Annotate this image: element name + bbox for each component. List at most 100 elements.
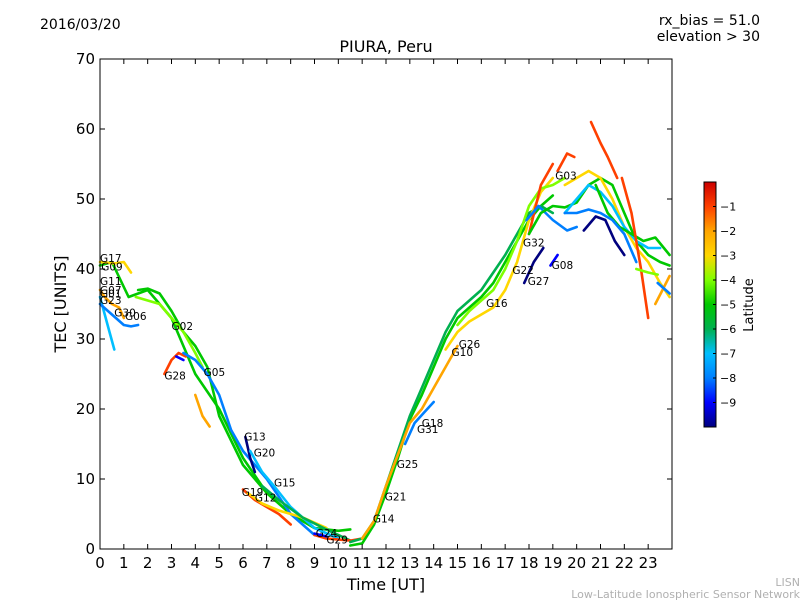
colorbar-tick-label: −1 <box>720 201 736 214</box>
satellite-label: G29 <box>326 534 348 546</box>
y-tick-label: 40 <box>76 260 95 278</box>
x-tick-label: 0 <box>95 554 105 572</box>
series-line-24 <box>527 162 555 236</box>
colorbar-tick-label: −4 <box>720 274 736 287</box>
series-line-35 <box>589 120 619 180</box>
satellite-label: G14 <box>373 513 395 525</box>
y-axis-label: TEC [UNITS] <box>51 256 70 354</box>
series-line-37 <box>653 274 671 306</box>
satellite-label: G27 <box>528 276 550 288</box>
x-tick-label: 10 <box>329 554 348 572</box>
satellite-label: G20 <box>254 448 276 460</box>
satellite-label: G01 <box>100 289 122 301</box>
series-line-11 <box>244 435 257 474</box>
satellite-label: G21 <box>385 492 407 504</box>
satellite-label: G25 <box>397 459 419 471</box>
x-tick-label: 5 <box>214 554 224 572</box>
series-line-12 <box>248 449 340 540</box>
satellite-label: G06 <box>125 311 147 323</box>
x-tick-label: 1 <box>119 554 129 572</box>
colorbar-tick-label: −2 <box>720 225 736 238</box>
x-tick-label: 7 <box>262 554 272 572</box>
x-tick-label: 15 <box>448 554 467 572</box>
x-tick-label: 23 <box>639 554 658 572</box>
y-tick-label: 0 <box>85 540 95 558</box>
x-tick-label: 8 <box>286 554 296 572</box>
series-line-9 <box>175 355 185 362</box>
x-axis-label: Time [UT] <box>346 575 425 594</box>
colorbar-tick-label: −9 <box>720 397 736 410</box>
satellite-label: G03 <box>555 170 577 182</box>
x-tick-label: 12 <box>376 554 395 572</box>
series-line-8 <box>194 393 211 428</box>
y-tick-label: 60 <box>76 120 95 138</box>
colorbar-tick-label: −7 <box>720 348 736 361</box>
satellite-label: G11 <box>100 276 122 288</box>
series-line-1 <box>98 260 133 274</box>
series-line-17 <box>313 532 328 538</box>
elevation-label: elevation > 30 <box>656 29 760 45</box>
y-tick-label: 20 <box>76 400 95 418</box>
x-tick-label: 18 <box>519 554 538 572</box>
x-tick-label: 6 <box>238 554 248 572</box>
satellite-label: G22 <box>512 265 534 277</box>
y-axis: 0 10 20 30 40 50 60 70 <box>76 50 672 558</box>
series-line-38 <box>656 281 671 295</box>
series-line-5 <box>98 288 126 320</box>
satellite-label: G05 <box>204 367 226 379</box>
series-line-6 <box>98 302 140 328</box>
x-tick-label: 19 <box>543 554 562 572</box>
satellite-label: G10 <box>452 347 474 359</box>
series-line-25 <box>556 152 576 173</box>
colorbar-tick-label: −3 <box>720 250 736 263</box>
colorbar-tick-label: −8 <box>720 372 736 385</box>
x-tick-label: 16 <box>472 554 491 572</box>
x-tick-label: 11 <box>353 554 372 572</box>
series-layer <box>98 120 671 547</box>
colorbar-label: Latitude <box>742 278 757 332</box>
y-tick-label: 10 <box>76 470 95 488</box>
y-tick-label: 50 <box>76 190 95 208</box>
satellite-label: G18 <box>422 418 444 430</box>
y-tick-label: 70 <box>76 50 95 68</box>
satellite-label: G32 <box>523 238 545 250</box>
x-tick-label: 22 <box>615 554 634 572</box>
series-line-20 <box>360 344 459 540</box>
x-tick-label: 2 <box>143 554 153 572</box>
chart-title: PIURA, Peru <box>339 37 433 56</box>
satellite-label: G30 <box>114 308 136 320</box>
satellite-label: G17 <box>100 253 122 265</box>
x-tick-label: 9 <box>310 554 320 572</box>
x-tick-label: 20 <box>567 554 586 572</box>
series-line-26 <box>522 246 545 285</box>
colorbar-tick-label: −5 <box>720 299 736 312</box>
satellite-label: G24 <box>316 528 338 540</box>
x-tick-label: 17 <box>496 554 515 572</box>
satellite-label: G23 <box>100 295 122 307</box>
satellite-label: G12 <box>255 492 277 504</box>
satellite-label: G07 <box>100 285 122 297</box>
series-line-31 <box>563 183 662 250</box>
series-line-0 <box>98 260 352 533</box>
series-line-15 <box>260 484 352 542</box>
satellite-label: G09 <box>101 261 123 273</box>
series-line-33 <box>563 208 638 264</box>
footer-long: Low-Latitude Ionospheric Sensor Network <box>571 588 800 601</box>
satellite-label: G31 <box>417 424 439 436</box>
series-line-4 <box>98 295 116 351</box>
satellite-label: G28 <box>164 371 186 383</box>
x-tick-label: 14 <box>424 554 443 572</box>
x-tick-label: 4 <box>191 554 201 572</box>
series-line-28 <box>525 204 579 232</box>
series-line-34 <box>582 215 626 257</box>
series-line-3 <box>134 295 204 369</box>
series-line-36 <box>620 176 650 320</box>
colorbar-tick-label: −6 <box>720 323 736 336</box>
footer-short: LISN <box>775 576 800 589</box>
series-line-30 <box>563 169 671 299</box>
satellite-label: G02 <box>172 321 194 333</box>
plot-frame <box>99 58 673 550</box>
rx-bias-label: rx_bias = 51.0 <box>658 13 760 29</box>
